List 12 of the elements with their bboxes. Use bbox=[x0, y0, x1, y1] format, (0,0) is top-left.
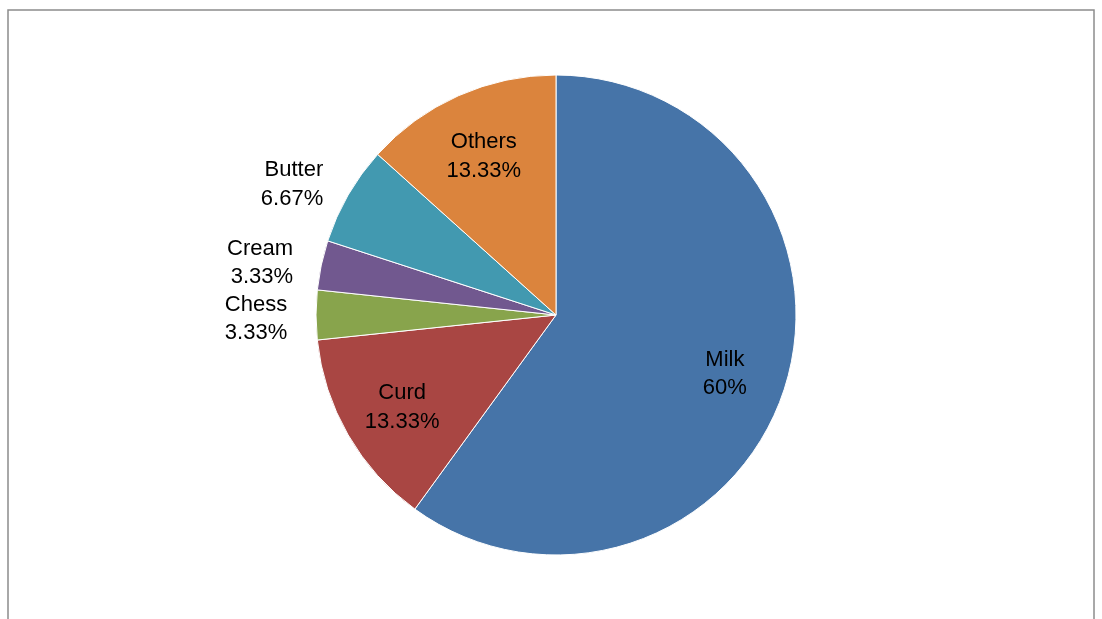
slice-label: Curd bbox=[378, 379, 427, 405]
slice-label: Milk bbox=[705, 345, 746, 371]
slice-label: Cream bbox=[227, 234, 294, 260]
data-label: 3.33% bbox=[230, 263, 294, 289]
data-label: 3.33% bbox=[224, 319, 288, 345]
slice-label: Others bbox=[450, 128, 517, 154]
data-label: 13.33% bbox=[364, 407, 440, 433]
slice-label: Butter bbox=[264, 156, 324, 182]
data-label: 13.33% bbox=[446, 156, 522, 182]
slice-label: Chess bbox=[224, 290, 288, 316]
data-label: 60% bbox=[702, 374, 747, 400]
data-label: 6.67% bbox=[260, 184, 324, 210]
